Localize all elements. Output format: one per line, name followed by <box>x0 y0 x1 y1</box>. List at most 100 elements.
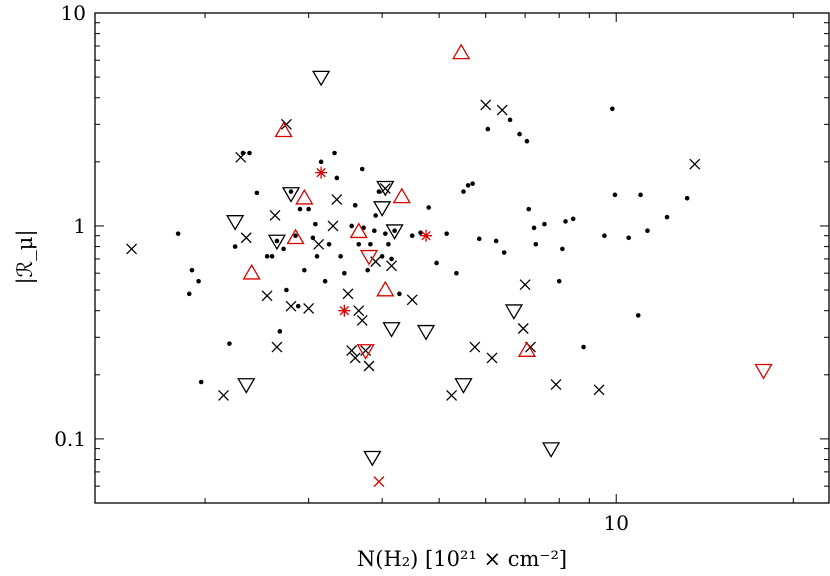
y-axis-label: |ℛ_μ| <box>13 229 38 284</box>
data-point-cross <box>235 151 247 163</box>
data-point-cross <box>346 345 358 356</box>
data-point-cross <box>363 360 375 372</box>
data-point-dot <box>501 250 507 255</box>
data-point-dot <box>359 166 365 172</box>
data-point-dot <box>397 291 402 297</box>
data-point-dot <box>264 254 270 259</box>
data-point-dot <box>295 303 301 309</box>
data-point-dot <box>664 214 670 220</box>
data-point-dot <box>186 291 192 297</box>
data-point-dot <box>684 195 690 201</box>
data-point-cross <box>593 384 605 396</box>
data-point-triangle-up <box>349 222 368 239</box>
data-point-dot <box>332 150 337 156</box>
data-point-dot <box>326 242 332 247</box>
data-point-cross <box>269 210 281 221</box>
data-point-dot <box>379 254 385 259</box>
data-point-triangle-up <box>392 187 411 204</box>
data-point-dot <box>444 231 449 236</box>
data-point-cross <box>373 476 385 488</box>
data-point-triangle-down <box>416 324 436 341</box>
data-point-triangle-down <box>376 180 395 197</box>
data-point-triangle-down <box>454 378 473 394</box>
data-point-triangle-up <box>295 188 314 205</box>
data-point-dot <box>581 344 586 350</box>
data-point-dot <box>227 341 232 346</box>
data-point-dot <box>284 287 289 293</box>
data-point-dot <box>322 278 328 284</box>
data-point-dot <box>454 270 459 276</box>
data-point-dot <box>376 189 382 194</box>
data-point-triangle-down <box>359 249 379 266</box>
data-point-cross <box>218 389 229 401</box>
data-point-dot <box>465 183 471 188</box>
data-point-cross <box>349 352 361 364</box>
data-point-cross <box>379 182 391 194</box>
data-point-cross <box>303 302 315 314</box>
data-point-triangle-down <box>382 322 401 338</box>
data-point-cross <box>342 288 354 300</box>
data-point-cross <box>517 323 529 334</box>
data-point-cross <box>280 118 292 130</box>
data-point-dot <box>533 242 539 247</box>
data-point-dot <box>542 221 547 227</box>
data-point-triangle-down <box>237 378 256 394</box>
data-point-dot <box>232 244 238 249</box>
axis-ticks <box>95 12 829 504</box>
data-point-triangle-down <box>363 450 382 467</box>
data-point-dot <box>612 192 618 198</box>
data-point-cross <box>486 352 498 364</box>
data-point-dot <box>293 233 298 238</box>
data-point-dot <box>638 192 643 198</box>
data-point-dot <box>342 270 347 276</box>
data-point-triangle-down <box>267 234 287 251</box>
data-point-dot <box>306 206 311 212</box>
data-point-dot <box>645 228 650 233</box>
data-point-cross <box>285 300 297 312</box>
data-point-dot <box>288 189 294 194</box>
data-point-triangle-down <box>226 215 245 231</box>
data-point-cross <box>353 305 365 317</box>
data-point-cross <box>327 220 339 232</box>
data-point-triangle-down <box>356 344 375 360</box>
data-point-dot <box>334 175 340 181</box>
data-point-dot <box>392 228 397 233</box>
data-point-dot <box>476 236 482 242</box>
data-point-dot <box>318 159 324 165</box>
data-point-dot <box>269 254 275 259</box>
data-point-dot <box>493 238 499 244</box>
data-point-triangle-down <box>311 70 331 87</box>
data-point-dot <box>372 228 377 233</box>
data-point-triangle-up <box>452 43 471 60</box>
tick-labels: 10 0.1 1 10 <box>54 1 629 535</box>
data-point-dot <box>524 138 530 144</box>
data-point-dot <box>386 242 391 247</box>
data-point-triangle-down <box>281 187 301 203</box>
data-point-dot <box>383 231 388 236</box>
data-point-cross <box>313 238 325 250</box>
data-point-dot <box>626 235 631 241</box>
data-point-dot <box>560 246 565 252</box>
data-point-dot <box>297 206 303 212</box>
data-point-triangle-up <box>286 228 305 245</box>
data-point-dot <box>389 256 394 262</box>
data-point-cross <box>261 290 273 302</box>
data-point-dot <box>461 189 466 194</box>
data-point-dot <box>556 278 562 284</box>
data-point-triangle-down <box>373 201 392 217</box>
data-point-dot <box>247 150 252 156</box>
data-point-dot <box>368 242 373 247</box>
data-point-dot <box>274 238 280 244</box>
data-point-dot <box>254 190 260 196</box>
data-point-dot <box>409 233 415 238</box>
data-point-cross <box>550 379 562 390</box>
y-tick-label: 1 <box>73 214 86 238</box>
data-point-dot <box>426 205 432 210</box>
data-point-triangle-down <box>754 363 773 380</box>
data-point-dot <box>526 206 532 212</box>
data-point-dot <box>635 313 641 318</box>
data-point-dot <box>470 181 475 186</box>
data-point-cross <box>446 389 458 401</box>
data-point-cross <box>406 294 418 306</box>
data-point-dot <box>507 117 513 123</box>
